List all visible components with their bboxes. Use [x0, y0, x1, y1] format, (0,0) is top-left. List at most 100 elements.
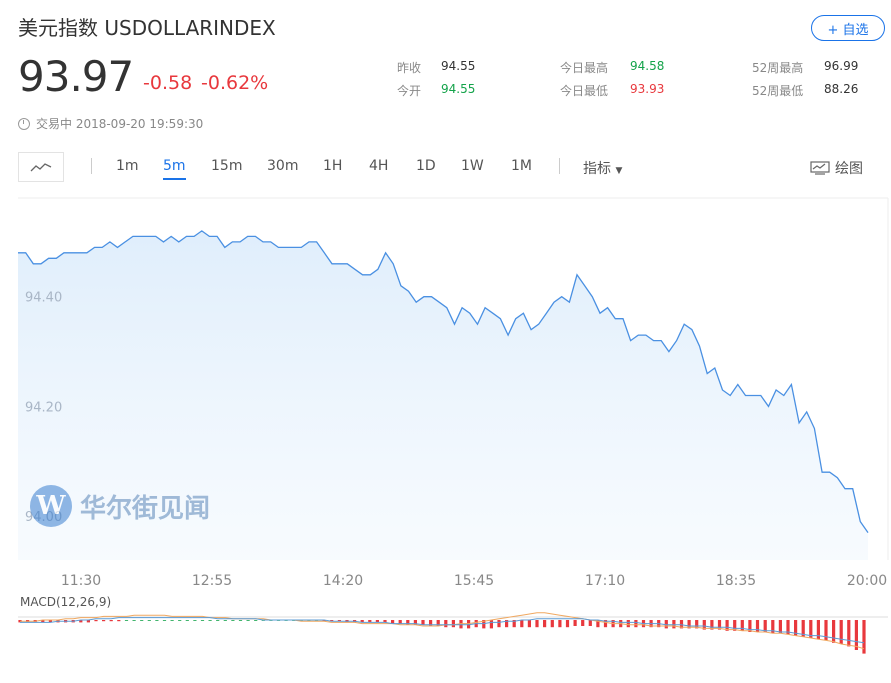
macd-histogram-bar — [436, 620, 440, 626]
macd-histogram-bar — [109, 620, 113, 622]
toolbar-divider — [559, 158, 560, 174]
macd-dif-line — [20, 612, 865, 650]
macd-histogram-bar — [809, 620, 813, 638]
period-30m[interactable]: 30m — [267, 158, 299, 174]
macd-histogram-bar — [322, 620, 326, 622]
x-tick-label: 15:45 — [454, 573, 494, 589]
toolbar-divider — [91, 158, 92, 174]
macd-histogram-bar — [816, 620, 820, 640]
draw-chart-icon — [810, 161, 830, 175]
macd-histogram-bar — [603, 620, 608, 628]
macd-histogram-bar — [527, 620, 531, 628]
macd-histogram-bar — [505, 620, 509, 628]
macd-histogram-bar — [794, 620, 798, 636]
macd-histogram-bar — [672, 620, 676, 629]
macd-histogram-bar — [459, 620, 463, 629]
macd-histogram-bar — [162, 620, 167, 621]
clock-icon — [18, 117, 30, 130]
macd-histogram-bar — [801, 620, 805, 637]
x-tick-label: 14:20 — [323, 573, 363, 589]
period-1d[interactable]: 1D — [416, 158, 436, 174]
macd-histogram-bar — [398, 620, 402, 624]
macd-histogram-bar — [679, 620, 684, 629]
x-tick-label: 11:30 — [61, 573, 101, 589]
line-chart-toggle-button[interactable] — [18, 152, 64, 182]
stat-value-open: 94.55 — [441, 82, 476, 96]
stat-label-52w-low: 52周最低 — [752, 84, 804, 98]
macd-histogram-bar — [717, 620, 722, 630]
period-4h[interactable]: 4H — [369, 158, 389, 174]
macd-histogram-bar — [733, 620, 737, 631]
macd-histogram-bar — [512, 620, 516, 628]
stat-label-day-low: 今日最低 — [560, 84, 609, 98]
macd-histogram-bar — [246, 620, 250, 621]
macd-dea-line — [20, 617, 865, 644]
macd-histogram-bar — [330, 620, 334, 622]
macd-histogram-bar — [444, 620, 448, 628]
period-1w[interactable]: 1W — [461, 158, 484, 174]
stat-value-day-high: 94.58 — [630, 59, 665, 73]
stat-label-prev-close: 昨收 — [397, 61, 422, 75]
macd-histogram-bar — [368, 620, 372, 623]
trading-status-text: 交易中 2018-09-20 19:59:30 — [36, 117, 204, 131]
period-1h[interactable]: 1H — [323, 158, 343, 174]
x-tick-label: 17:10 — [585, 573, 625, 589]
macd-histogram-bar — [771, 620, 775, 634]
period-1mo[interactable]: 1M — [511, 158, 532, 174]
period-1m[interactable]: 1m — [116, 158, 139, 174]
price-area-fill — [18, 230, 868, 560]
macd-histogram-bar — [862, 620, 866, 654]
trading-status: 交易中 2018-09-20 19:59:30 — [18, 115, 203, 132]
macd-histogram-bar — [626, 620, 630, 628]
macd-histogram-bar — [155, 620, 159, 621]
y-tick-label: 94.40 — [25, 291, 62, 306]
macd-histogram-bar — [482, 620, 486, 629]
indicator-dropdown[interactable]: 指标 ▼ — [583, 158, 622, 178]
page-title: 美元指数 USDOLLARINDEX — [18, 16, 276, 40]
x-tick-label: 18:35 — [716, 573, 756, 589]
line-chart-icon — [30, 163, 52, 172]
stat-value-prev-close: 94.55 — [441, 59, 476, 73]
macd-histogram-bar — [193, 620, 197, 621]
macd-histogram-bar — [634, 620, 638, 628]
macd-histogram-bar — [421, 620, 425, 625]
stat-label-open: 今开 — [397, 84, 422, 98]
watermark-logo: W 华尔街见闻 — [30, 485, 210, 527]
macd-histogram-bar — [94, 620, 98, 622]
macd-histogram-bar — [238, 620, 243, 621]
draw-label: 绘图 — [835, 161, 863, 177]
add-watchlist-button[interactable]: + 自选 — [811, 15, 885, 41]
period-5m[interactable]: 5m — [163, 158, 186, 180]
draw-button[interactable]: 绘图 — [810, 158, 863, 178]
macd-histogram-bar — [223, 620, 227, 621]
macd-histogram-bar — [231, 620, 235, 621]
price-change-percent: -0.62% — [201, 72, 269, 94]
macd-histogram-bar — [702, 620, 706, 630]
macd-histogram-bar — [383, 620, 387, 623]
macd-label: MACD(12,26,9) — [20, 595, 112, 609]
macd-histogram-bar — [48, 620, 52, 623]
macd-histogram-bar — [178, 620, 182, 621]
macd-histogram-bar — [413, 620, 417, 625]
macd-histogram-bar — [489, 620, 493, 629]
macd-histogram-bar — [824, 620, 828, 641]
x-tick-label: 20:00 — [847, 573, 887, 589]
period-15m[interactable]: 15m — [211, 158, 243, 174]
x-tick-label: 12:55 — [192, 573, 232, 589]
macd-histogram-bar — [565, 620, 570, 628]
stat-value-52w-low: 88.26 — [824, 82, 859, 96]
macd-histogram-bar — [254, 620, 258, 621]
macd-histogram-bar — [41, 620, 45, 623]
price-line — [18, 230, 869, 533]
macd-histogram-bar — [170, 620, 174, 621]
macd-histogram-bar — [337, 620, 341, 622]
macd-histogram-bar — [86, 620, 90, 623]
macd-histogram-bar — [588, 620, 592, 626]
stat-value-52w-high: 96.99 — [824, 59, 859, 73]
macd-histogram-bar — [185, 620, 189, 621]
stat-value-day-low: 93.93 — [630, 82, 665, 96]
macd-histogram-bar — [497, 620, 501, 628]
macd-histogram-bar — [748, 620, 752, 632]
macd-histogram-bar — [573, 620, 577, 626]
